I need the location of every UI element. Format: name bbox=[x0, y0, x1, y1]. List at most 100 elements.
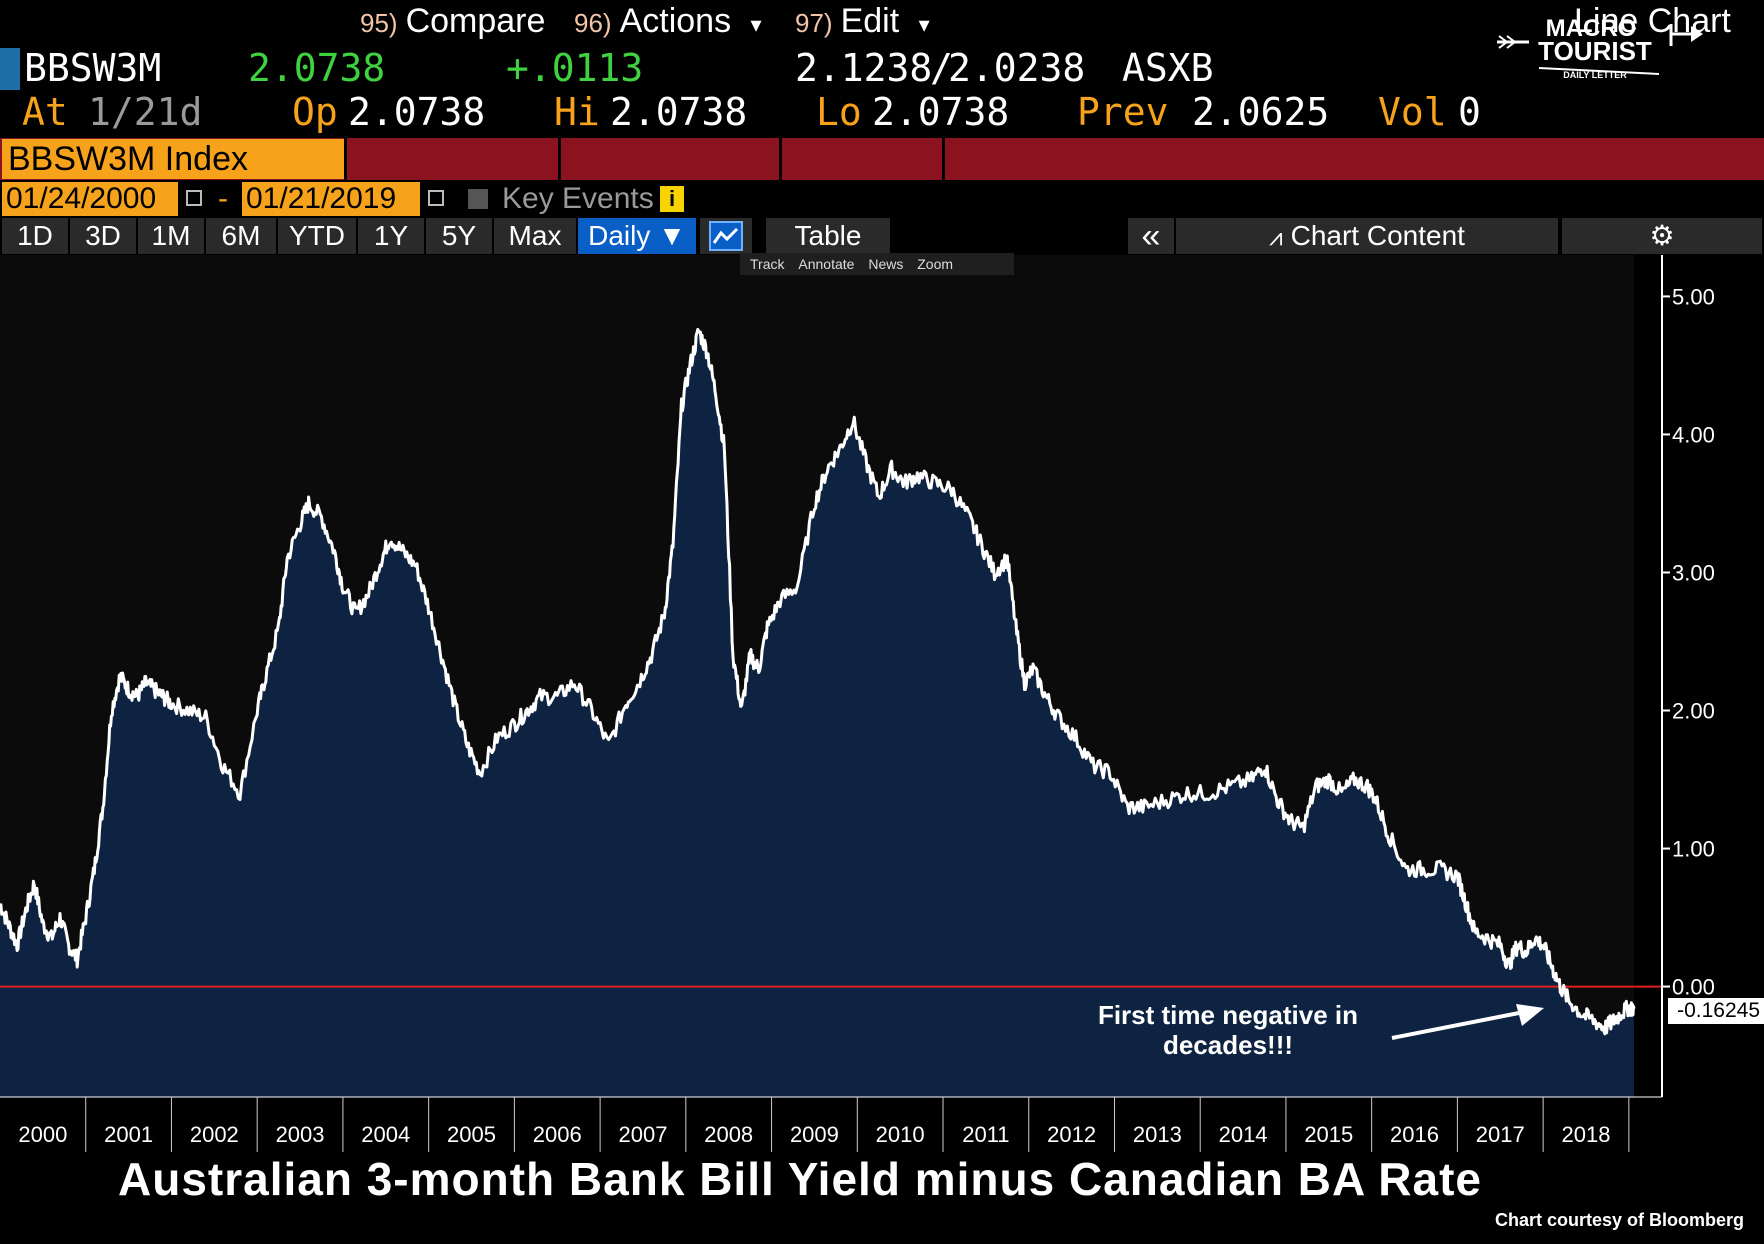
collapse-panel-icon[interactable]: « bbox=[1128, 218, 1174, 254]
series-line bbox=[0, 327, 1636, 1036]
x-tick-label: 2004 bbox=[361, 1122, 410, 1147]
x-tick-label: 2000 bbox=[18, 1122, 67, 1147]
open-label: Op bbox=[292, 90, 338, 134]
chevron-down-icon: ▾ bbox=[750, 12, 762, 37]
period-max-button[interactable]: Max bbox=[494, 218, 576, 254]
toolbar-separator bbox=[344, 138, 347, 180]
toolbar-separator bbox=[779, 138, 782, 180]
x-tick-label: 2011 bbox=[962, 1122, 1009, 1147]
annotate-tool[interactable]: Annotate bbox=[798, 256, 855, 272]
news-tool[interactable]: News bbox=[868, 256, 904, 272]
period-1y-button[interactable]: 1Y bbox=[358, 218, 424, 254]
chart-line-layer bbox=[0, 327, 1636, 1036]
x-tick-label: 2012 bbox=[1047, 1122, 1096, 1147]
exchange-code: ASXB bbox=[1122, 46, 1214, 90]
compare-label: Compare bbox=[405, 2, 546, 40]
x-axis-ticks: 2000 2001 2002 2003 2004 2005 2006 2007 2008 2009… bbox=[18, 1097, 1630, 1152]
low-label: Lo bbox=[816, 90, 862, 134]
x-tick-label: 2006 bbox=[533, 1122, 582, 1147]
period-6m-button[interactable]: 6M bbox=[206, 218, 276, 254]
x-tick-label: 2010 bbox=[876, 1122, 925, 1147]
series-area-fill bbox=[0, 329, 1634, 1097]
period-ytd-button[interactable]: YTD bbox=[278, 218, 356, 254]
zoom-tool[interactable]: Zoom bbox=[917, 256, 954, 272]
settings-gear-icon[interactable]: ⚙ bbox=[1562, 218, 1762, 254]
x-tick-label: 2009 bbox=[790, 1122, 839, 1147]
prev-value: 2.0625 bbox=[1192, 90, 1330, 134]
chart-content-button[interactable]: ⩘ Chart Content bbox=[1176, 218, 1558, 254]
bid-price: 2.1238 bbox=[795, 46, 933, 90]
y-tick-label: 3.00 bbox=[1672, 560, 1715, 585]
y-axis-ticks: 5.00 4.00 3.00 2.00 1.00 0.00 bbox=[1662, 284, 1715, 1000]
track-tool[interactable]: Track bbox=[750, 256, 785, 272]
y-tick-label: 5.00 bbox=[1672, 284, 1715, 309]
logo-line1: MACRO bbox=[1546, 15, 1637, 42]
key-events-checkbox[interactable] bbox=[468, 189, 488, 209]
chart-tools-bar: Track Annotate News Zoom bbox=[740, 253, 1014, 275]
calendar-icon[interactable] bbox=[422, 182, 450, 216]
start-date-input[interactable]: 01/24/2000 bbox=[2, 182, 178, 216]
x-tick-label: 2002 bbox=[190, 1122, 239, 1147]
edit-menu[interactable]: 97) Edit ▾ bbox=[795, 0, 930, 42]
vol-label: Vol bbox=[1378, 90, 1447, 134]
period-1m-button[interactable]: 1M bbox=[138, 218, 204, 254]
period-5y-button[interactable]: 5Y bbox=[426, 218, 492, 254]
x-tick-label: 2008 bbox=[704, 1122, 753, 1147]
vol-value: 0 bbox=[1458, 90, 1481, 134]
low-value: 2.0738 bbox=[872, 90, 1010, 134]
chart-annotation: First time negative in decades!!! bbox=[1097, 1000, 1359, 1060]
open-value: 2.0738 bbox=[348, 90, 486, 134]
chart-title: Australian 3-month Bank Bill Yield minus… bbox=[118, 1153, 1482, 1205]
bid-ask-separator: / bbox=[930, 46, 953, 90]
index-name-field[interactable]: BBSW3M Index bbox=[2, 139, 344, 179]
period-1d-button[interactable]: 1D bbox=[2, 218, 68, 254]
toolbar-separator bbox=[942, 138, 945, 180]
x-tick-label: 2007 bbox=[618, 1122, 667, 1147]
compare-shortcut: 95) bbox=[360, 8, 398, 38]
high-label: Hi bbox=[554, 90, 600, 134]
actions-menu[interactable]: 96) Actions ▾ bbox=[574, 0, 762, 42]
x-tick-label: 2014 bbox=[1219, 1122, 1268, 1147]
edit-shortcut: 97) bbox=[795, 8, 833, 38]
ask-price: 2.0238 bbox=[948, 46, 1086, 90]
prev-label: Prev bbox=[1077, 90, 1169, 134]
chart-type-label[interactable]: Line Chart bbox=[1574, 2, 1731, 40]
y-tick-label: 2.00 bbox=[1672, 699, 1715, 724]
info-icon[interactable]: i bbox=[660, 186, 684, 212]
chart-content-label: Chart Content bbox=[1290, 220, 1465, 251]
actions-label: Actions bbox=[619, 2, 732, 40]
at-label: At bbox=[22, 90, 68, 134]
macro-tourist-logo: MACRO TOURIST DAILY LETTER bbox=[1497, 15, 1703, 80]
x-tick-label: 2015 bbox=[1304, 1122, 1353, 1147]
frequency-dropdown[interactable]: Daily ▼ bbox=[578, 218, 696, 254]
end-date-input[interactable]: 01/21/2019 bbox=[242, 182, 420, 216]
calendar-icon[interactable] bbox=[180, 182, 208, 216]
chart-area-layer bbox=[0, 329, 1634, 1097]
x-tick-label: 2003 bbox=[276, 1122, 325, 1147]
ticker-symbol: BBSW3M bbox=[24, 46, 162, 90]
x-tick-label: 2018 bbox=[1562, 1122, 1611, 1147]
last-value-label: -0.16245 bbox=[1668, 998, 1764, 1024]
y-tick-label: 0.00 bbox=[1672, 975, 1715, 1000]
edit-label: Edit bbox=[840, 2, 900, 40]
x-tick-label: 2017 bbox=[1476, 1122, 1525, 1147]
annotation-arrow bbox=[1391, 1004, 1544, 1040]
chevron-down-icon: ▾ bbox=[918, 12, 930, 37]
actions-shortcut: 96) bbox=[574, 8, 612, 38]
ticker-indicator bbox=[0, 48, 20, 90]
x-tick-label: 2001 bbox=[104, 1122, 153, 1147]
y-tick-label: 4.00 bbox=[1672, 422, 1715, 447]
line-chart-icon bbox=[709, 221, 743, 251]
chart-content-icon: ⩘ bbox=[1269, 224, 1283, 251]
toolbar-separator bbox=[558, 138, 561, 180]
table-button[interactable]: Table bbox=[766, 218, 890, 254]
logo-line3: DAILY LETTER bbox=[1563, 70, 1627, 80]
chart-style-button[interactable] bbox=[700, 218, 752, 254]
period-3d-button[interactable]: 3D bbox=[70, 218, 136, 254]
compare-button[interactable]: 95) Compare bbox=[360, 0, 545, 42]
area-chart[interactable]: 5.00 4.00 3.00 2.00 1.00 0.00 2000 2001 2002 200… bbox=[0, 255, 1764, 1152]
y-tick-label: 1.00 bbox=[1672, 837, 1715, 862]
x-tick-label: 2013 bbox=[1133, 1122, 1182, 1147]
key-events-label: Key Events bbox=[502, 182, 654, 215]
last-price: 2.0738 bbox=[248, 46, 386, 90]
